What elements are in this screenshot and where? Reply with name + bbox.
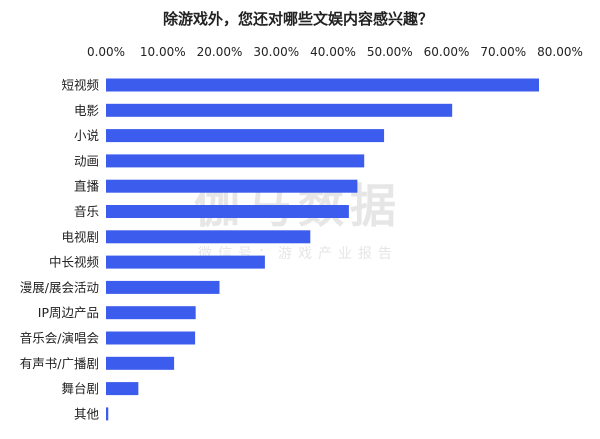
x-tick-label: 70.00% — [480, 45, 526, 59]
x-tick-label: 60.00% — [424, 45, 470, 59]
category-label: 电影 — [74, 103, 100, 118]
category-label: 短视频 — [61, 78, 99, 93]
category-label: 有声书/广播剧 — [20, 356, 99, 371]
bar — [106, 179, 358, 193]
x-tick-label: 10.00% — [140, 45, 186, 59]
category-label: 直播 — [74, 179, 100, 194]
category-label: 其他 — [74, 406, 100, 421]
category-label: 动画 — [74, 153, 99, 168]
bars — [106, 78, 540, 421]
category-label: 电视剧 — [61, 229, 99, 244]
category-label: IP周边产品 — [38, 305, 99, 320]
bar — [106, 280, 220, 294]
bar — [106, 205, 349, 218]
category-label: 小说 — [74, 128, 99, 143]
bar — [106, 103, 453, 117]
category-label: 漫展/展会活动 — [20, 280, 99, 295]
x-tick-label: 80.00% — [537, 45, 583, 59]
x-tick-label: 40.00% — [310, 45, 356, 59]
bar — [106, 306, 196, 320]
category-label: 舞台剧 — [61, 381, 99, 396]
bar — [106, 255, 265, 269]
bar — [106, 78, 540, 92]
bar — [106, 230, 311, 244]
category-label: 音乐 — [74, 204, 99, 219]
bar — [106, 407, 109, 421]
x-tick-label: 0.00% — [87, 45, 125, 59]
x-tick-label: 30.00% — [253, 45, 299, 59]
category-label: 中长视频 — [49, 255, 100, 270]
x-tick-label: 20.00% — [197, 45, 243, 59]
bar — [106, 382, 139, 396]
x-axis-ticks: 0.00% 10.00% 20.00% 30.00% 40.00% 50.00% 60.00… — [87, 45, 583, 59]
chart-title: 除游戏外，您还对哪些文娱内容感兴趣？ — [163, 10, 433, 28]
x-tick-label: 50.00% — [367, 45, 413, 59]
bar — [106, 331, 196, 345]
bar — [106, 129, 385, 143]
bar — [106, 356, 175, 370]
category-label: 音乐会/演唱会 — [20, 331, 100, 346]
bar — [106, 154, 365, 168]
